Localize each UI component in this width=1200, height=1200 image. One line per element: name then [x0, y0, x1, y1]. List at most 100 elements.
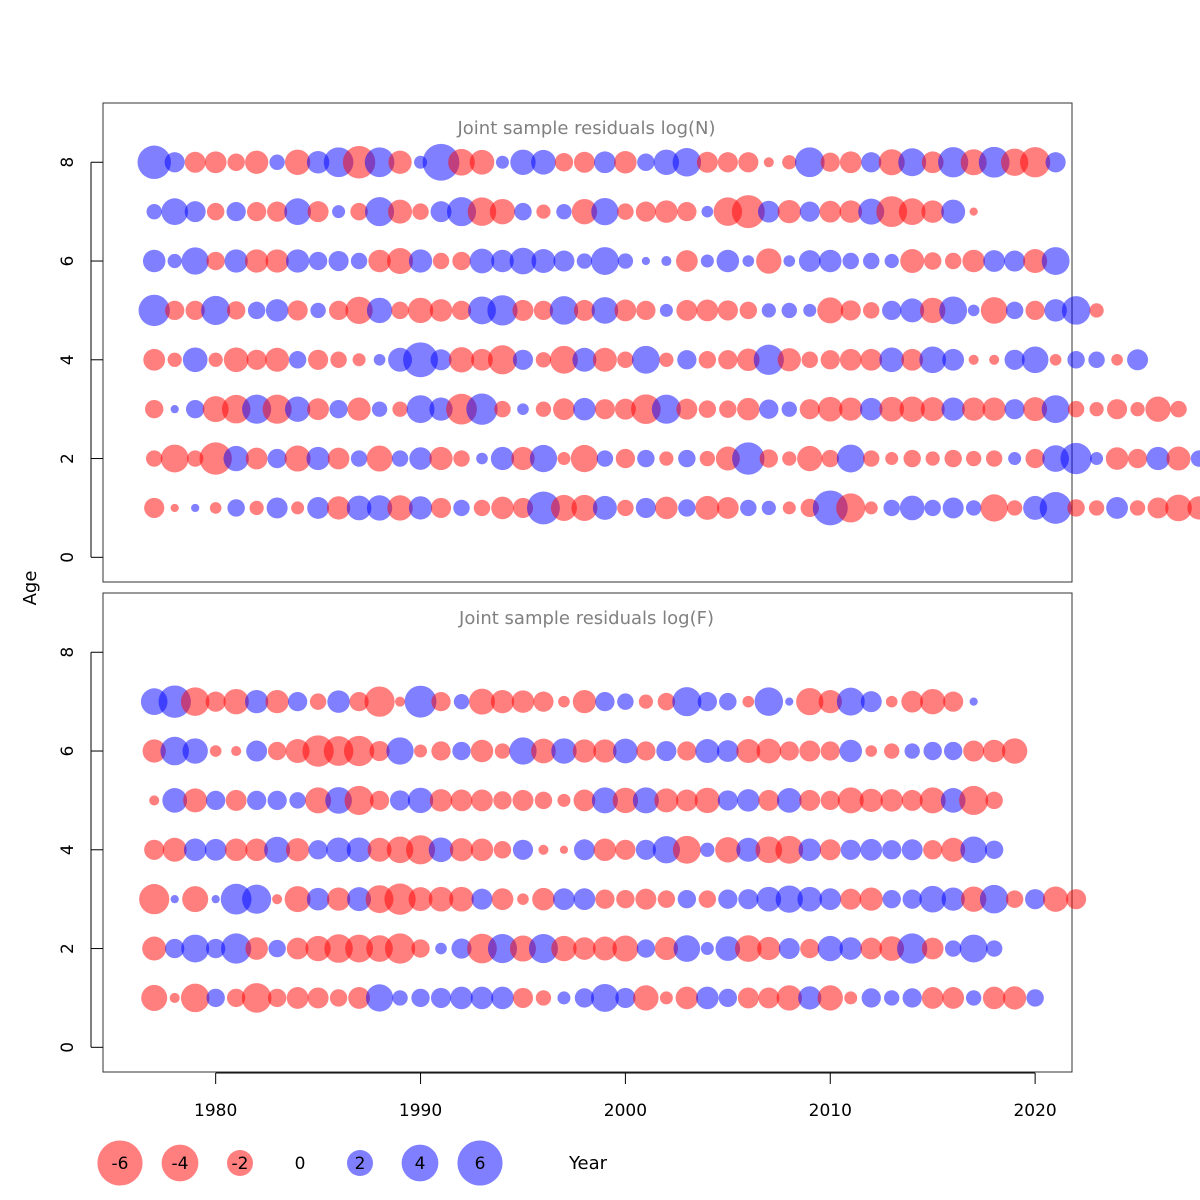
residual-point — [509, 935, 536, 962]
residual-point — [573, 789, 596, 812]
residual-point — [820, 741, 840, 761]
residual-point — [471, 348, 493, 371]
residual-point — [675, 789, 698, 812]
residual-point — [820, 152, 840, 172]
residual-point — [636, 939, 656, 958]
residual-point — [635, 888, 657, 910]
residual-point — [517, 403, 529, 415]
residual-point — [267, 201, 288, 222]
y-tick-label: 2 — [58, 453, 78, 464]
residual-point — [286, 937, 309, 960]
residual-point — [246, 740, 268, 762]
residual-point — [655, 200, 678, 223]
residual-point — [839, 200, 863, 223]
residual-point — [965, 500, 982, 516]
residual-point — [364, 147, 395, 178]
residual-point — [839, 397, 863, 421]
residual-point — [675, 250, 698, 272]
residual-point — [940, 788, 966, 813]
residual-point — [491, 496, 514, 520]
residual-point — [448, 148, 475, 176]
residual-point — [941, 199, 966, 224]
residual-point — [942, 987, 965, 1009]
residual-point — [923, 252, 942, 270]
residual-point — [245, 447, 268, 470]
residual-point — [572, 347, 597, 372]
residual-point — [160, 444, 189, 473]
x-tick-label: 2020 — [1013, 1101, 1056, 1121]
residual-point — [844, 991, 858, 1005]
legend-bubble — [401, 1144, 439, 1182]
residual-point — [965, 990, 982, 1006]
residual-point — [904, 743, 920, 759]
residual-point — [759, 449, 779, 468]
residual-point — [757, 200, 780, 223]
residual-point — [632, 787, 659, 814]
residual-point — [1111, 353, 1123, 366]
legend-bubble — [161, 1144, 199, 1182]
residual-point — [614, 398, 636, 420]
residual-points — [139, 685, 1087, 1013]
residual-point — [534, 791, 553, 810]
residual-point — [167, 253, 182, 269]
residual-point — [677, 350, 697, 370]
residual-point — [211, 895, 220, 904]
residual-point — [754, 687, 784, 716]
residual-point — [328, 250, 349, 272]
residual-point — [225, 789, 247, 811]
residual-point — [452, 741, 471, 761]
residual-point — [1041, 395, 1070, 424]
residual-point — [884, 253, 899, 269]
residual-point — [430, 987, 452, 1009]
residual-point — [615, 987, 636, 1009]
residual-point — [403, 342, 438, 378]
residual-point — [142, 739, 166, 763]
y-tick-label: 6 — [58, 746, 78, 757]
residual-point — [326, 837, 351, 863]
residual-point — [512, 299, 534, 321]
residual-point — [1060, 442, 1092, 475]
residual-point — [554, 153, 574, 172]
residual-point — [738, 889, 759, 910]
residual-point — [512, 349, 534, 370]
residual-point — [676, 299, 698, 321]
residual-point — [800, 938, 820, 959]
residual-point — [449, 838, 474, 862]
residual-point — [467, 197, 497, 226]
residual-point — [246, 201, 267, 222]
residual-point — [495, 155, 509, 169]
residual-point — [592, 495, 617, 520]
residual-point — [840, 300, 861, 321]
residual-point — [422, 143, 460, 181]
residual-point — [466, 393, 498, 425]
residual-point — [1006, 500, 1023, 516]
residual-point — [137, 145, 171, 179]
residual-point — [719, 692, 737, 711]
residual-point — [531, 249, 556, 274]
residual-point — [923, 741, 942, 761]
residual-point — [285, 249, 310, 273]
residual-point — [839, 937, 863, 960]
residual-point — [755, 836, 783, 864]
residual-point — [631, 394, 661, 424]
residual-point — [591, 787, 618, 814]
residual-point — [883, 499, 900, 517]
residual-point — [969, 697, 978, 706]
residual-point — [592, 347, 617, 372]
residual-point — [985, 791, 1003, 810]
residual-point — [903, 449, 921, 468]
residual-point — [549, 345, 578, 374]
residual-point — [265, 690, 289, 714]
residual-point — [469, 149, 495, 175]
residual-point — [366, 935, 393, 962]
residual-point — [595, 691, 615, 712]
residual-point — [1041, 247, 1070, 275]
residual-point — [612, 935, 639, 962]
residual-point — [695, 495, 720, 520]
residual-point — [715, 837, 741, 863]
residual-point — [573, 151, 595, 173]
residual-point — [860, 348, 883, 371]
residual-point — [512, 839, 534, 860]
residual-point — [1026, 989, 1044, 1007]
residual-point — [737, 397, 760, 421]
